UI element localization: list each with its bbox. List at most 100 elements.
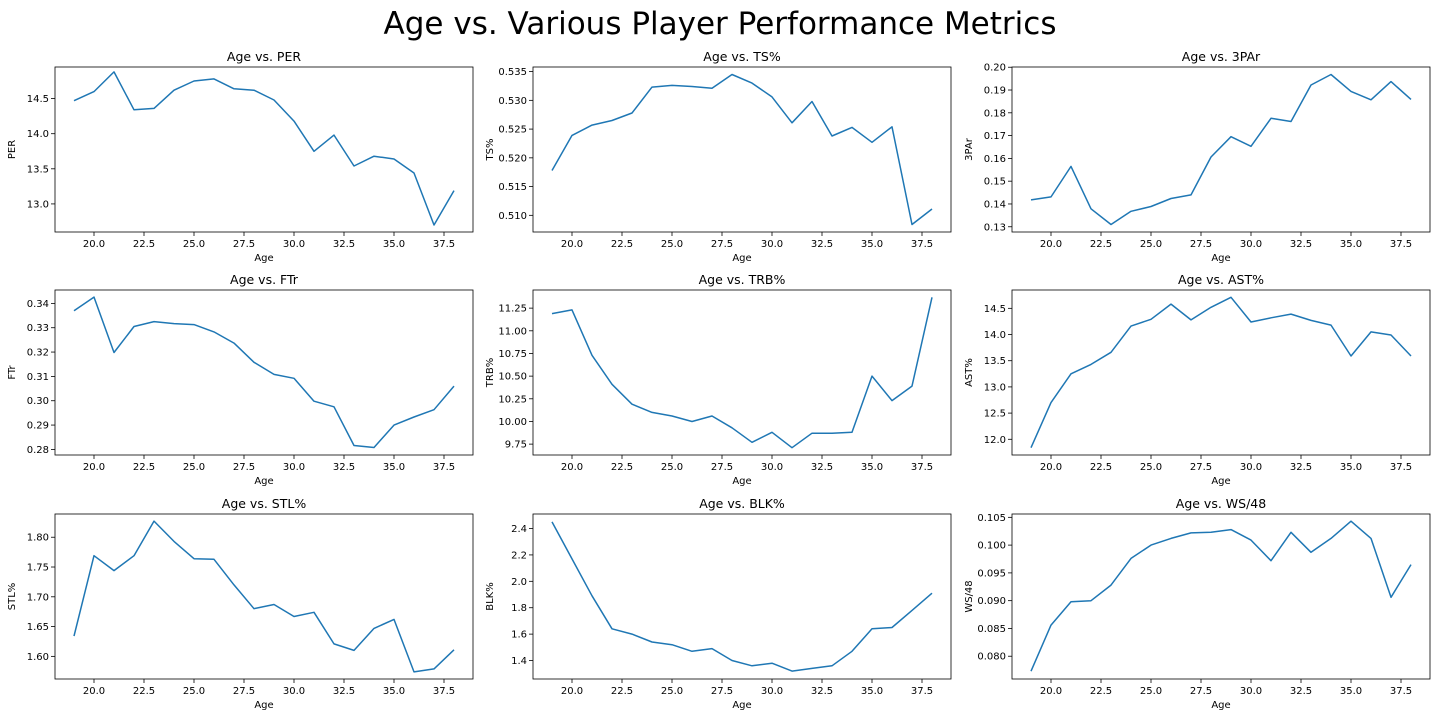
x-tick-label: 37.5 [1390,239,1412,250]
x-axis-label: Age [254,253,273,264]
data-point [1310,84,1312,86]
series-line [1030,73,1412,226]
data-point [233,584,235,586]
data-point [373,628,375,630]
data-point [791,670,793,672]
x-axis-label: Age [732,476,751,487]
data-point [1350,520,1352,522]
data-point [911,610,913,612]
data-point [831,135,833,137]
x-tick-label: 30.0 [283,686,305,697]
x-axis-label: Age [1211,253,1230,264]
y-tick-label: 14.5 [984,304,1006,315]
subplot-5: Age vs. TRB% 20.0 22.5 25.0 27.5 30.0 32.5 35.0… [485,272,952,487]
data-point [1090,208,1092,210]
x-tick-label: 22.5 [133,462,155,473]
y-tick-label: 2.4 [511,524,527,535]
data-point [831,665,833,667]
data-point [133,326,135,328]
data-point [571,558,573,560]
data-point [1270,117,1272,119]
data-point [571,309,573,311]
y-tick-label: 1.80 [27,533,49,544]
x-tick-label: 32.5 [333,239,355,250]
data-point [891,400,893,402]
y-axis-label: TRB% [485,358,496,388]
data-point [711,415,713,417]
x-tick-label: 32.5 [811,239,833,250]
subplot-1: Age vs. PER 20.0 22.5 25.0 27.5 30.0 32.5 35.0 3… [7,49,474,264]
data-point [433,409,435,411]
data-point [671,85,673,87]
data-point [1110,584,1112,586]
data-point [233,88,235,90]
x-tick-label: 35.0 [861,462,883,473]
x-tick-label: 25.0 [183,462,205,473]
data-point [811,668,813,670]
data-point [631,633,633,635]
y-axis-label: TS% [485,139,496,162]
plot-frame [532,513,952,680]
x-tick-label: 32.5 [1290,462,1312,473]
data-point [1370,99,1372,101]
y-tick-label: 0.17 [984,131,1006,142]
data-point [113,71,115,73]
y-tick-label: 0.14 [984,199,1006,210]
data-point [393,619,395,621]
y-tick-label: 0.525 [498,125,527,136]
subplot-title: Age vs. WS/48 [1176,496,1266,511]
data-point [791,447,793,449]
data-point [1250,321,1252,323]
y-tick-label: 0.28 [27,445,49,456]
subplot-title: Age vs. TS% [703,49,781,64]
data-point [831,432,833,434]
plot-frame [532,289,952,456]
data-point [791,122,793,124]
subplot-title: Age vs. 3PAr [1182,49,1261,64]
data-point [1050,196,1052,198]
x-tick-label: 25.0 [1140,239,1162,250]
data-point [731,660,733,662]
data-point [691,650,693,652]
x-tick-label: 27.5 [233,686,255,697]
x-tick-label: 32.5 [811,686,833,697]
x-tick-label: 32.5 [333,462,355,473]
data-point [1170,303,1172,305]
y-axis-label: WS/48 [964,580,975,612]
x-tick-label: 27.5 [233,239,255,250]
y-tick-label: 10.00 [498,417,527,428]
y-tick-label: 13.5 [27,164,49,175]
x-tick-label: 37.5 [911,239,933,250]
data-point [1110,352,1112,354]
y-tick-label: 0.33 [27,323,49,334]
data-point [1330,324,1332,326]
data-point [213,331,215,333]
plot-frame [54,289,474,456]
data-point [1050,624,1052,626]
y-tick-label: 0.535 [498,67,527,78]
data-point [551,313,553,315]
x-tick-label: 20.0 [1040,686,1062,697]
data-point [1050,402,1052,404]
x-tick-label: 22.5 [611,239,633,250]
data-point [591,354,593,356]
data-point [373,447,375,449]
data-point [1110,224,1112,226]
data-point [1290,121,1292,123]
data-point [771,432,773,434]
data-point [851,432,853,434]
subplot-6: Age vs. AST% 20.0 22.5 25.0 27.5 30.0 32.5 35.0… [964,272,1431,487]
subplot-9: Age vs. WS/48 20.0 22.5 25.0 27.5 30.0 32.5 35.… [964,496,1431,711]
data-point [891,126,893,128]
data-point [651,86,653,88]
plot-frame [1011,289,1431,456]
data-point [313,150,315,152]
data-point [293,120,295,122]
plot-frame [54,66,474,233]
data-point [1150,206,1152,208]
x-tick-label: 20.0 [561,239,583,250]
y-tick-label: 0.105 [977,513,1006,524]
data-point [591,595,593,597]
data-point [453,649,455,651]
y-axis-label: 3PAr [964,137,975,161]
